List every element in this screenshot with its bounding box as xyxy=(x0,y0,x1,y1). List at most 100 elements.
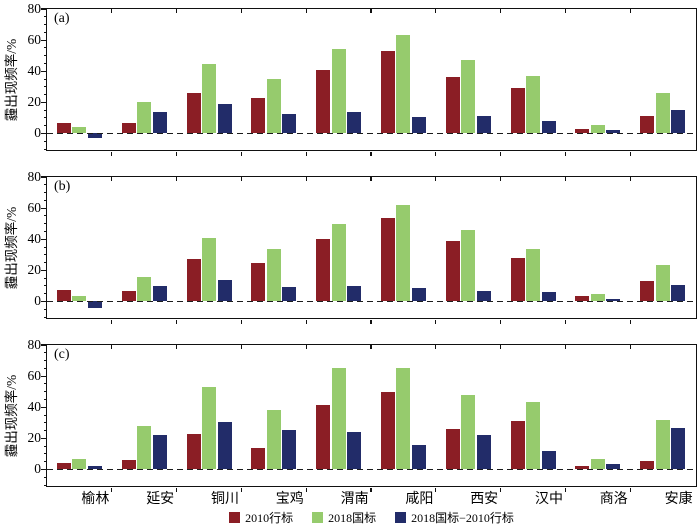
y-major-tick xyxy=(41,406,47,408)
bar-2010-industry-standard xyxy=(640,460,655,470)
x-boundary-tick-bottom xyxy=(435,151,437,156)
bar-2010-industry-standard xyxy=(380,218,395,302)
y-minor-tick xyxy=(43,230,47,232)
panel-b: (b) 0 20 40 60 80 xyxy=(28,169,697,324)
bar-2010-industry-standard xyxy=(121,460,136,470)
y-major-tick xyxy=(41,70,47,72)
bar-2010-industry-standard xyxy=(380,391,395,470)
bar-2010-industry-standard xyxy=(575,296,590,302)
bar-2010-industry-standard xyxy=(445,240,460,302)
y-major-tick xyxy=(41,39,47,41)
x-boundary-tick-bottom xyxy=(435,487,437,492)
x-boundary-tick-top xyxy=(111,345,113,349)
y-minor-tick xyxy=(43,62,47,64)
bar-2018-national-standard xyxy=(266,79,281,134)
bar-2018-minus-2010 xyxy=(282,429,297,470)
x-boundary-tick-bottom xyxy=(176,151,178,156)
x-category-label: 渭南 xyxy=(340,492,369,507)
y-minor-tick xyxy=(43,445,47,447)
bar-2010-industry-standard xyxy=(56,122,71,134)
x-boundary-tick-top xyxy=(240,177,242,181)
y-minor-tick xyxy=(43,293,47,295)
legend: 2010行标 2018国标 2018国标−2010行标 xyxy=(46,508,697,526)
x-boundary-tick-bottom xyxy=(176,319,178,324)
bar-2018-national-standard xyxy=(72,459,87,470)
bar-2018-minus-2010 xyxy=(476,435,491,470)
y-minor-tick xyxy=(43,316,47,318)
zero-dashed-line xyxy=(47,132,696,135)
bar-2010-industry-standard xyxy=(121,123,136,134)
y-tick-label: 80 xyxy=(27,337,42,352)
y-major-tick xyxy=(41,238,47,240)
bar-2018-minus-2010 xyxy=(282,286,297,302)
bar-2018-minus-2010 xyxy=(606,129,621,134)
bar-2018-national-standard xyxy=(202,387,216,470)
y-minor-tick xyxy=(43,223,47,225)
bar-2018-national-standard xyxy=(137,276,152,302)
y-minor-tick xyxy=(43,78,47,80)
y-major-tick xyxy=(41,101,47,103)
bar-2010-industry-standard xyxy=(251,447,266,470)
x-boundary-tick-top xyxy=(111,9,113,13)
bar-2018-minus-2010 xyxy=(606,299,621,302)
y-tick-label: 0 xyxy=(34,293,41,309)
x-category-label: 西安 xyxy=(470,492,499,507)
x-boundary-tick-top xyxy=(629,9,631,13)
panel-c: (c) 0 20 40 60 80 xyxy=(28,337,697,492)
y-minor-tick xyxy=(43,148,47,150)
x-boundary-tick-top xyxy=(564,177,566,181)
x-boundary-tick-bottom xyxy=(305,319,307,324)
y-minor-tick xyxy=(43,484,47,486)
bar-2018-national-standard xyxy=(526,75,540,134)
x-boundary-tick-top xyxy=(500,345,502,349)
x-boundary-tick-bottom xyxy=(629,487,631,492)
zero-dashed-line xyxy=(47,300,696,303)
bar-2018-national-standard xyxy=(72,127,87,134)
bar-2018-national-standard xyxy=(461,229,476,302)
bar-2018-national-standard xyxy=(590,124,605,134)
x-boundary-tick-top xyxy=(240,9,242,13)
x-boundary-tick-bottom xyxy=(305,487,307,492)
x-boundary-tick-bottom xyxy=(305,151,307,156)
x-boundary-tick-top xyxy=(305,9,307,13)
x-boundary-tick-top xyxy=(305,177,307,181)
bar-2018-national-standard xyxy=(266,248,281,302)
bar-2018-minus-2010 xyxy=(606,464,621,470)
y-tick-label: 20 xyxy=(27,430,42,446)
legend-item-2018-minus-2010: 2018国标−2010行标 xyxy=(395,509,514,526)
y-axis-title: 霾出现频率/% xyxy=(4,206,19,289)
x-boundary-tick-bottom xyxy=(564,319,566,324)
y-minor-tick xyxy=(43,430,47,432)
x-boundary-tick-top xyxy=(305,345,307,349)
y-tick-label: 80 xyxy=(27,169,42,184)
y-minor-tick xyxy=(43,476,47,478)
y-major-tick xyxy=(41,344,47,346)
y-minor-tick xyxy=(43,199,47,201)
x-boundary-tick-bottom xyxy=(111,487,113,492)
bar-2010-industry-standard xyxy=(510,421,525,470)
legend-label: 2018国标−2010行标 xyxy=(411,510,514,525)
bar-2018-national-standard xyxy=(396,35,411,134)
y-tick-label: 20 xyxy=(27,262,42,278)
y-minor-tick xyxy=(43,254,47,256)
y-minor-tick xyxy=(43,383,47,385)
legend-label: 2010行标 xyxy=(245,510,294,525)
bar-2010-industry-standard xyxy=(445,429,460,470)
y-major-tick xyxy=(41,207,47,209)
bar-2018-national-standard xyxy=(266,409,281,470)
bar-2010-industry-standard xyxy=(56,289,71,302)
y-tick-label: 40 xyxy=(27,63,42,79)
x-boundary-tick-bottom xyxy=(564,487,566,492)
bar-2018-national-standard xyxy=(526,248,540,302)
y-minor-tick xyxy=(43,215,47,217)
bar-2010-industry-standard xyxy=(380,51,395,134)
bar-2018-minus-2010 xyxy=(541,450,556,470)
x-boundary-tick-top xyxy=(240,345,242,349)
x-boundary-tick-top xyxy=(564,345,566,349)
y-minor-tick xyxy=(43,55,47,57)
y-minor-tick xyxy=(43,94,47,96)
y-minor-tick xyxy=(43,277,47,279)
x-boundary-tick-top xyxy=(370,345,372,349)
bar-2018-national-standard xyxy=(331,223,346,302)
y-minor-tick xyxy=(43,422,47,424)
